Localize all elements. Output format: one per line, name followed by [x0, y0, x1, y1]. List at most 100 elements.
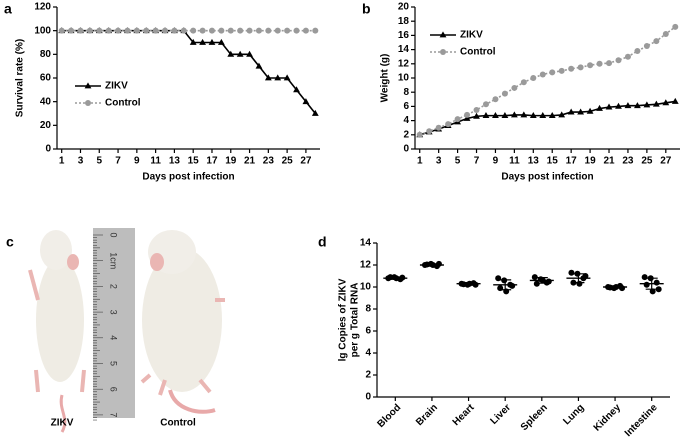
- sample-label: ZIKV: [51, 418, 74, 429]
- point: [236, 50, 244, 57]
- y-tick-label: 100: [34, 25, 51, 36]
- point: [302, 98, 310, 105]
- tail: [168, 389, 216, 414]
- legend-label: ZIKV: [460, 30, 483, 41]
- point: [530, 75, 537, 81]
- point: [105, 27, 112, 34]
- y-tick-label: 4: [403, 115, 409, 126]
- panel-label: c: [6, 234, 14, 250]
- x-axis-label: Days post infection: [501, 172, 593, 183]
- point: [133, 27, 140, 34]
- y-tick-label: 14: [398, 44, 410, 55]
- mouse-ear: [150, 253, 164, 271]
- x-tick-label: 15: [188, 156, 200, 167]
- panel-c-photo: c 0 1cm 2 3 4 5 6 7 ZIKV Control: [6, 228, 225, 433]
- y-tick-label: 60: [40, 73, 52, 84]
- point: [162, 27, 169, 34]
- legend-label: ZIKV: [105, 81, 128, 92]
- x-tick-label: 25: [641, 156, 653, 167]
- point: [501, 90, 508, 97]
- ruler-label: 1cm: [109, 252, 119, 269]
- point: [558, 111, 566, 118]
- point: [464, 111, 471, 118]
- y-axis-label: Survival rate (%): [15, 39, 26, 117]
- x-tick-label: 21: [603, 156, 615, 167]
- point: [606, 60, 613, 67]
- ruler-label: 4: [109, 335, 119, 340]
- point: [84, 82, 92, 89]
- point: [577, 64, 584, 71]
- point: [237, 27, 244, 34]
- point: [274, 74, 282, 81]
- series-line: [419, 100, 676, 136]
- error-bar: [425, 263, 438, 267]
- point: [265, 27, 272, 34]
- point: [586, 107, 594, 114]
- point: [634, 102, 641, 109]
- y-tick-label: 20: [398, 2, 410, 13]
- point: [549, 69, 556, 76]
- point: [435, 124, 442, 131]
- sample-label: Control: [160, 418, 196, 429]
- y-tick-label: 6: [403, 101, 409, 112]
- y-tick-label: 10: [360, 282, 372, 293]
- point: [624, 102, 632, 109]
- point: [520, 111, 528, 118]
- y-tick-label: 16: [398, 30, 410, 41]
- mouse-paws: [28, 269, 86, 393]
- ruler-label: 2: [109, 284, 119, 289]
- point: [199, 38, 206, 45]
- ruler-label: 7: [109, 412, 119, 417]
- ruler: [93, 228, 135, 418]
- x-tick-label: 23: [622, 156, 634, 167]
- point: [655, 286, 662, 293]
- x-tick-label: 9: [134, 156, 140, 167]
- point: [86, 27, 93, 34]
- point: [274, 27, 281, 34]
- y-tick-label: 18: [398, 16, 410, 27]
- point: [520, 79, 527, 86]
- point: [624, 53, 631, 60]
- x-tick-label: 27: [300, 156, 312, 167]
- x-tick-label: 21: [244, 156, 256, 167]
- x-tick-label: 19: [585, 156, 597, 167]
- point: [492, 112, 499, 119]
- error-bar: [572, 273, 585, 284]
- y-tick-label: 12: [398, 58, 410, 69]
- mouse-body: [36, 258, 84, 382]
- point: [152, 27, 159, 34]
- point: [445, 121, 452, 128]
- mouse-ear: [67, 254, 79, 270]
- x-tick-label: 1: [417, 156, 423, 167]
- tail: [59, 394, 67, 433]
- point: [293, 27, 300, 34]
- error-bar: [645, 277, 658, 290]
- y-tick-label: 14: [360, 238, 372, 249]
- point: [653, 279, 660, 286]
- point: [255, 62, 263, 69]
- x-axis-label: Days post infection: [142, 172, 234, 183]
- legend-label: Control: [105, 98, 141, 109]
- point: [509, 282, 516, 289]
- point: [227, 27, 234, 34]
- point: [199, 27, 206, 34]
- point: [217, 38, 225, 45]
- point: [653, 38, 660, 45]
- error-bar: [389, 276, 402, 280]
- y-tick-label: 2: [365, 370, 371, 381]
- point: [208, 27, 215, 34]
- y-tick-label: 0: [365, 392, 371, 403]
- mouse-body: [142, 248, 222, 392]
- point: [143, 27, 150, 34]
- point: [662, 99, 670, 106]
- panel-label: b: [362, 1, 371, 17]
- y-tick-label: 120: [34, 2, 51, 13]
- point: [283, 74, 291, 81]
- point: [511, 84, 518, 91]
- y-tick-label: 0: [403, 144, 409, 155]
- y-tick-label: 8: [365, 304, 371, 315]
- x-tick-label: 15: [547, 156, 559, 167]
- point: [671, 97, 679, 104]
- point: [652, 100, 660, 107]
- point: [426, 128, 433, 135]
